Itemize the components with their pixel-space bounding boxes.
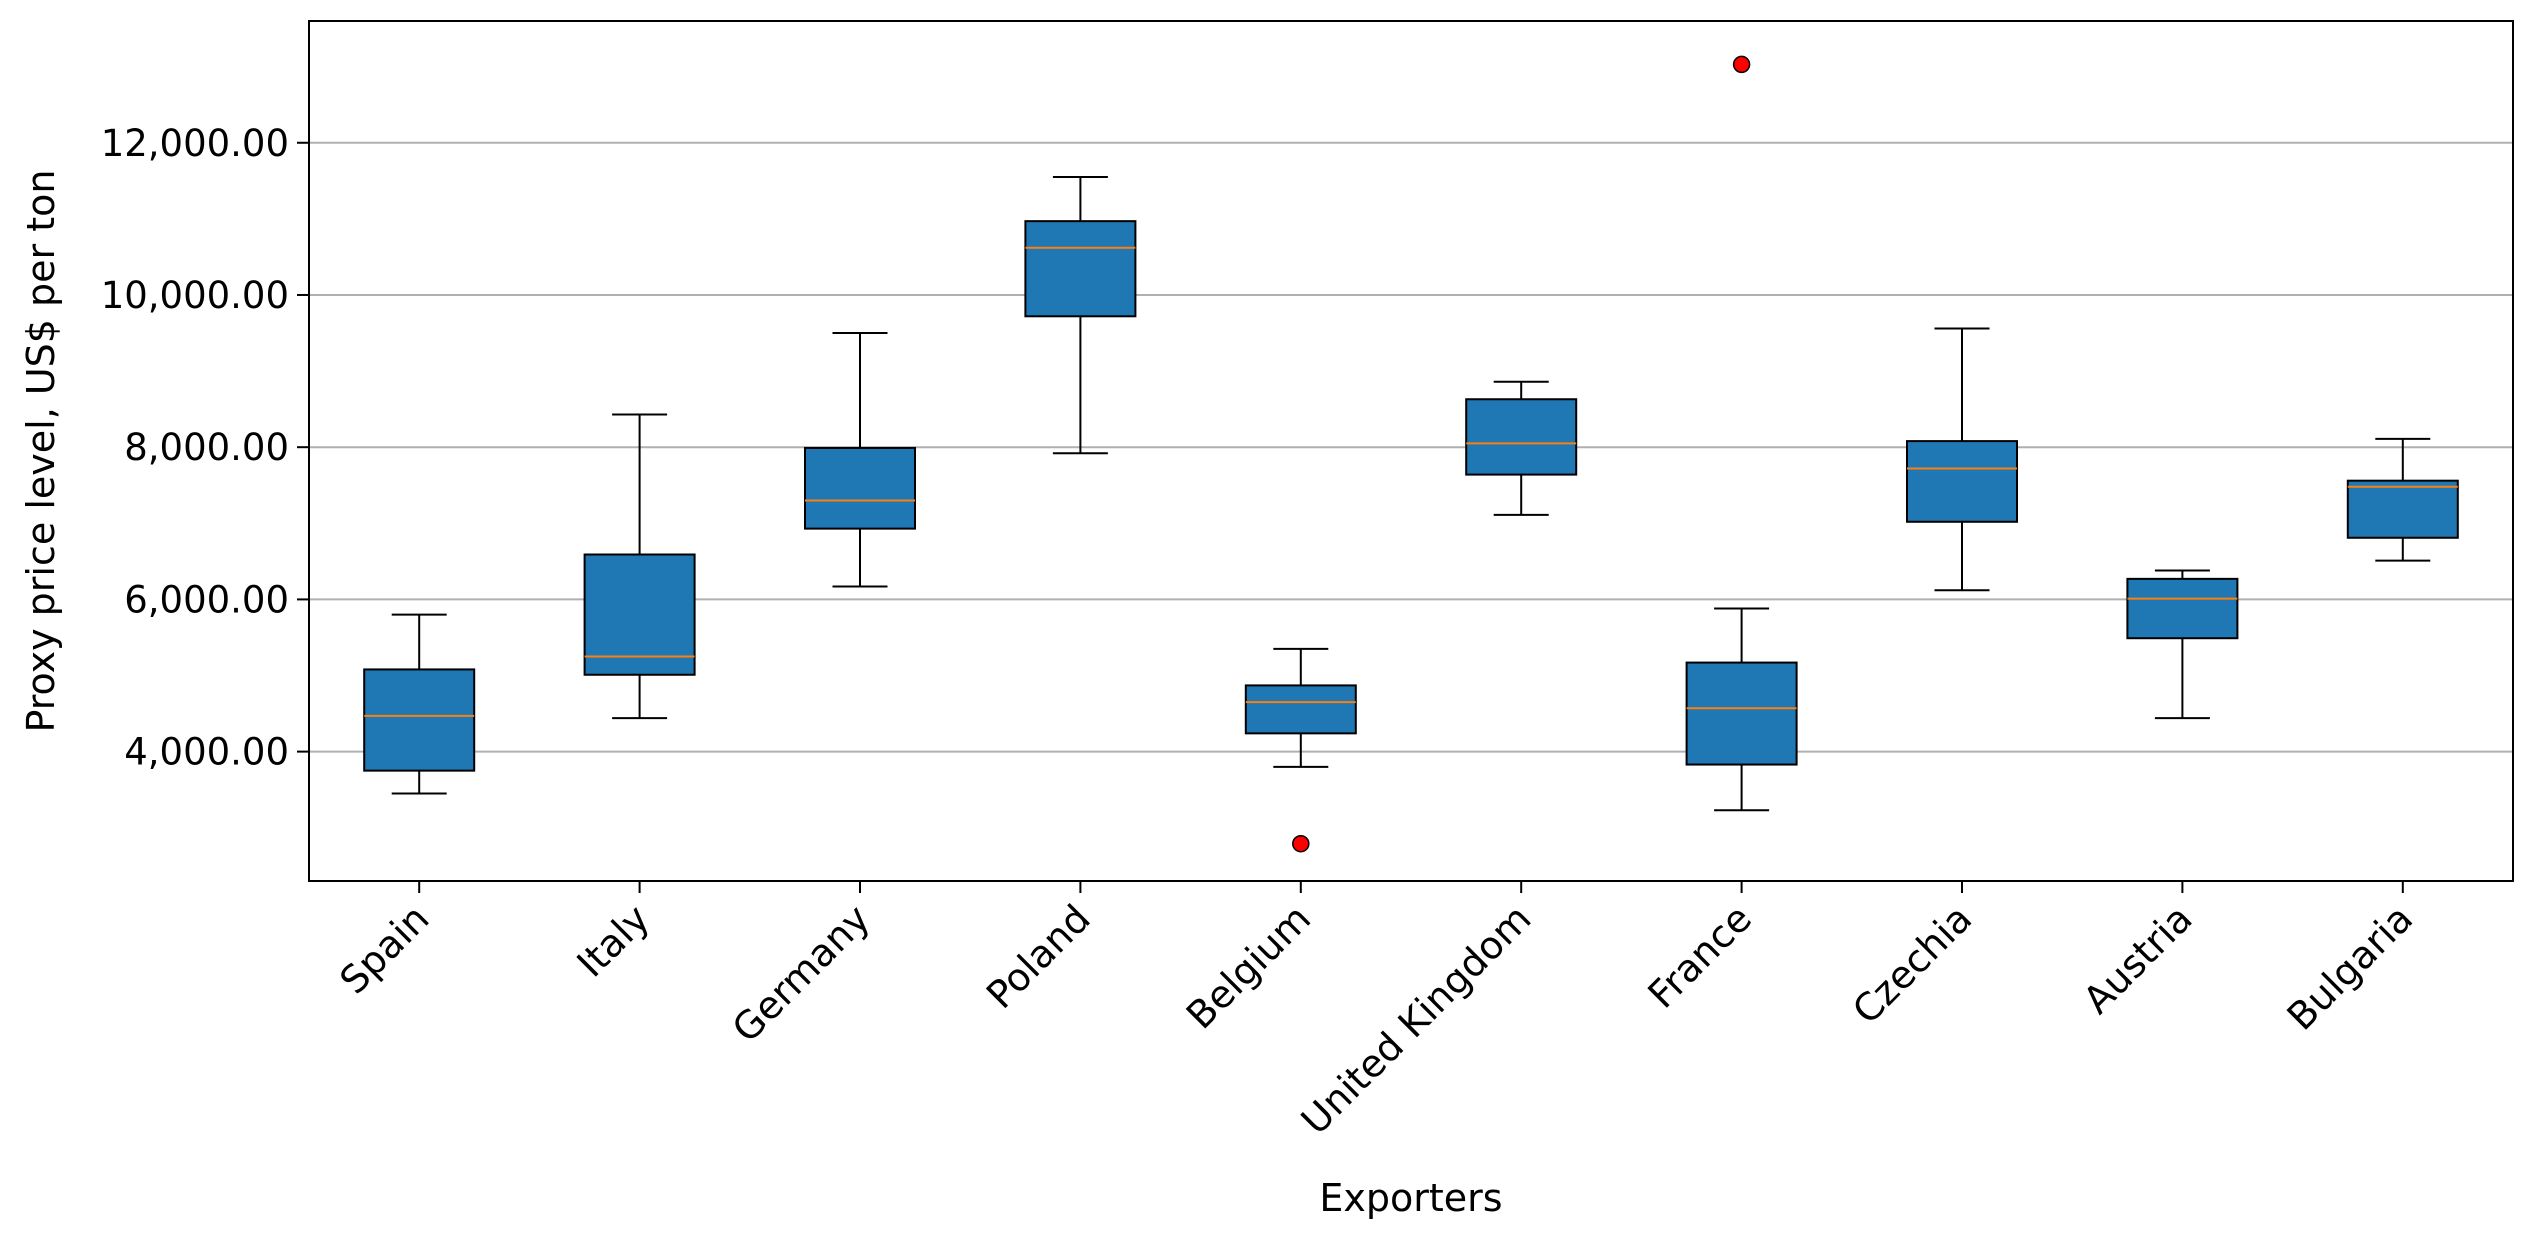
box-group-poland	[1024, 176, 1137, 455]
outlier-point	[1292, 834, 1310, 853]
iqr-box	[1465, 398, 1578, 476]
box-group-bulgaria	[2346, 437, 2459, 562]
box-group-italy	[583, 413, 696, 720]
box-group-czechia	[1906, 327, 2018, 592]
y-tick-label: 10,000.00	[101, 274, 289, 317]
box-layer	[363, 55, 2459, 853]
y-tick-label: 4,000.00	[124, 731, 289, 774]
box-group-belgium	[1244, 647, 1357, 853]
iqr-box	[1244, 684, 1357, 735]
outlier-point	[1732, 55, 1751, 74]
x-axis-label: Exporters	[1319, 1176, 1502, 1220]
iqr-box	[2126, 577, 2239, 640]
box-group-spain	[363, 613, 476, 795]
iqr-box	[2346, 479, 2459, 539]
iqr-box	[363, 668, 476, 772]
y-axis-label: Proxy price level, US$ per ton	[19, 170, 63, 733]
box-group-france	[1685, 55, 1798, 812]
box-group-austria	[2126, 569, 2239, 720]
box-group-united-kingdom	[1465, 380, 1578, 516]
y-tick-label: 6,000.00	[124, 578, 289, 621]
iqr-box	[1906, 440, 2018, 523]
iqr-box	[1685, 661, 1798, 766]
y-tick-label: 8,000.00	[124, 426, 289, 469]
iqr-box	[1024, 220, 1137, 318]
box-group-germany	[804, 332, 916, 588]
iqr-box	[583, 553, 696, 676]
plot-frame	[308, 20, 2514, 882]
y-tick-label: 12,000.00	[101, 122, 289, 165]
iqr-box	[804, 446, 916, 530]
